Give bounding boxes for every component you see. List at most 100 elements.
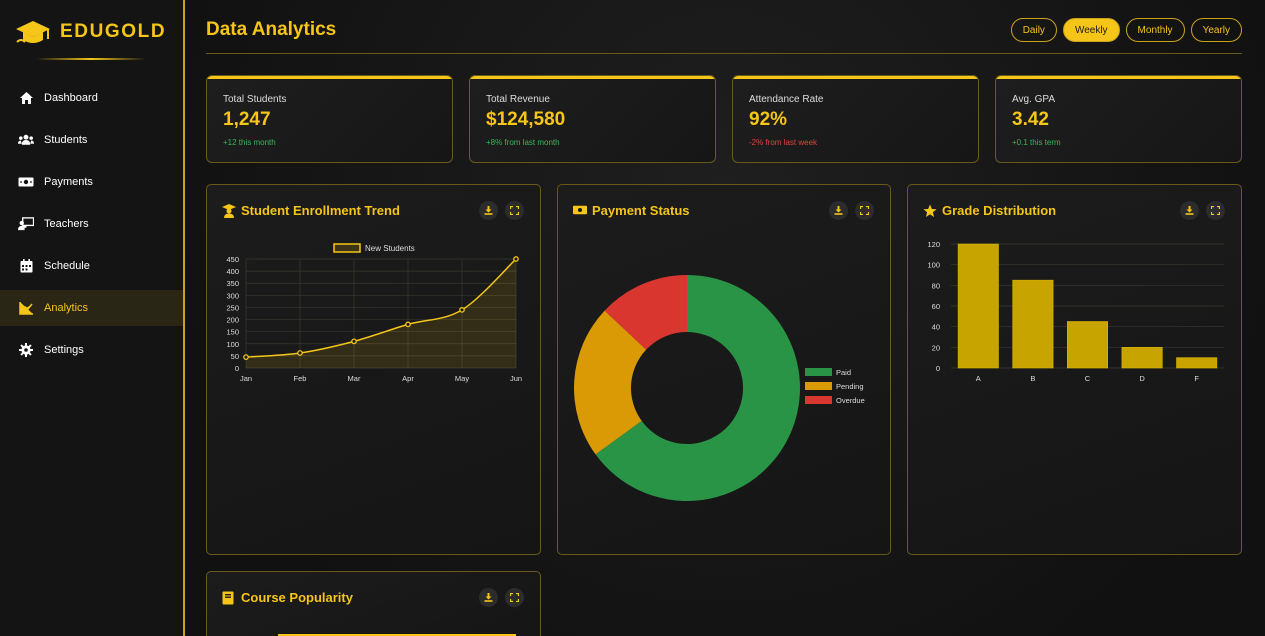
- y-tick-label: 300: [226, 291, 239, 300]
- money-icon: [18, 174, 34, 190]
- sidebar-item-payments[interactable]: Payments: [0, 164, 183, 200]
- sidebar-item-schedule[interactable]: Schedule: [0, 248, 183, 284]
- sidebar-item-dashboard[interactable]: Dashboard: [0, 80, 183, 116]
- teacher-icon: [18, 216, 34, 232]
- sidebar-item-label: Settings: [44, 344, 84, 356]
- data-point: [351, 338, 357, 345]
- x-tick-label: May: [455, 374, 469, 383]
- expand-button[interactable]: [505, 201, 524, 220]
- period-monthly-button[interactable]: Monthly: [1125, 18, 1185, 42]
- stat-card-gpa: Avg. GPA 3.42 +0.1 this term: [995, 75, 1242, 163]
- sidebar-item-students[interactable]: Students: [0, 122, 183, 158]
- download-icon: [1185, 206, 1194, 215]
- stat-change: -2% from last week: [749, 138, 818, 147]
- period-yearly-button[interactable]: Yearly: [1190, 18, 1242, 42]
- sidebar-nav: Dashboard Students Payments Teachers Sch…: [0, 80, 183, 374]
- y-tick-label: 80: [932, 281, 940, 290]
- x-tick-label: Apr: [402, 374, 414, 383]
- x-tick-label: F: [1194, 374, 1199, 383]
- sidebar-item-label: Payments: [44, 176, 93, 188]
- expand-button[interactable]: [1206, 201, 1225, 220]
- grade-distribution-panel: Grade Distribution 0 20 40 60 80 100 120 A B C D F: [907, 184, 1242, 555]
- panel-title: Grade Distribution: [923, 203, 1056, 218]
- enrollment-line-chart: New Students 0 50 100 150 200 250 300 350 400 450 J…: [226, 243, 522, 383]
- bar: [1066, 321, 1109, 369]
- sidebar-item-analytics[interactable]: Analytics: [0, 290, 183, 326]
- data-point: [297, 350, 303, 356]
- payment-status-panel: Payment Status Paid Pending Overdue: [557, 184, 891, 555]
- download-button[interactable]: [1180, 201, 1199, 220]
- pie-slice: [574, 310, 647, 455]
- legend-label: Pending: [836, 382, 864, 391]
- legend-swatch: [333, 243, 361, 253]
- sidebar-item-label: Schedule: [44, 260, 90, 272]
- y-tick-label: 60: [932, 302, 940, 311]
- y-tick-label: 0: [235, 364, 239, 373]
- panel-title-text: Course Popularity: [241, 590, 353, 605]
- y-tick-label: 350: [226, 279, 239, 288]
- pie-slice: [595, 275, 800, 501]
- legend-label: Overdue: [836, 396, 865, 405]
- panel-title-text: Grade Distribution: [942, 203, 1057, 218]
- data-point: [513, 256, 519, 262]
- stat-value: $124,580: [486, 109, 566, 130]
- users-icon: [18, 132, 34, 148]
- panel-title-text: Student Enrollment Trend: [241, 203, 400, 218]
- panel-title: Payment Status: [573, 203, 690, 218]
- stat-change: +12 this month: [223, 138, 276, 147]
- stat-card-attendance: Attendance Rate 92% -2% from last week: [732, 75, 979, 163]
- data-point: [459, 307, 465, 313]
- download-button[interactable]: [479, 201, 498, 220]
- page-title-part1: Data: [206, 19, 248, 40]
- y-tick-label: 50: [231, 352, 239, 361]
- stat-label: Total Students: [223, 94, 287, 105]
- sidebar-item-settings[interactable]: Settings: [0, 332, 183, 368]
- panel-tools: [1180, 201, 1225, 220]
- bar: [957, 243, 999, 369]
- stat-label: Avg. GPA: [1012, 94, 1055, 105]
- sidebar-item-label: Analytics: [44, 302, 89, 314]
- sidebar-item-teachers[interactable]: Teachers: [0, 206, 183, 242]
- payment-donut-chart: Paid Pending Overdue: [574, 275, 865, 501]
- course-bar-top: [278, 634, 516, 636]
- panel-title: Student Enrollment Trend: [222, 203, 400, 218]
- stat-card-students: Total Students 1,247 +12 this month: [206, 75, 453, 163]
- expand-button[interactable]: [855, 201, 874, 220]
- expand-icon: [1211, 206, 1220, 215]
- download-button[interactable]: [829, 201, 848, 220]
- sidebar-item-label: Students: [44, 134, 88, 146]
- series-line: [245, 258, 517, 358]
- stat-value: 1,247: [223, 109, 271, 130]
- page-title-part2: Analytics: [247, 19, 337, 40]
- panel-tools: [479, 201, 524, 220]
- sidebar-item-label: Teachers: [44, 218, 89, 230]
- brand-divider: [36, 58, 146, 60]
- star-icon: [923, 204, 937, 218]
- stat-card-revenue: Total Revenue $124,580 +8% from last mon…: [469, 75, 716, 163]
- page-title: Data Analytics: [206, 19, 336, 41]
- period-daily-button[interactable]: Daily: [1010, 18, 1057, 42]
- sidebar: EDUGOLD Dashboard Students Payments Tea: [0, 0, 185, 636]
- header-divider: [206, 53, 1242, 54]
- series-area: [246, 259, 516, 368]
- panel-tools: [829, 201, 874, 220]
- download-button[interactable]: [479, 588, 498, 607]
- y-tick-label: 120: [927, 240, 940, 249]
- period-weekly-button[interactable]: Weekly: [1062, 18, 1120, 42]
- grade-bar-chart: 0 20 40 60 80 100 120 A B C D F: [927, 240, 1224, 383]
- x-tick-label: D: [1139, 374, 1145, 383]
- panel-tools: [479, 588, 524, 607]
- bar: [1121, 347, 1163, 369]
- main-content: Data Analytics Daily Weekly Monthly Year…: [186, 0, 1265, 636]
- brand[interactable]: EDUGOLD: [15, 18, 166, 46]
- y-tick-label: 450: [226, 255, 239, 264]
- gear-icon: [18, 342, 34, 358]
- expand-icon: [510, 206, 519, 215]
- brand-name: EDUGOLD: [60, 21, 167, 42]
- legend-swatch: [805, 368, 832, 376]
- download-icon: [834, 206, 843, 215]
- x-tick-label: C: [1085, 374, 1091, 383]
- panel-title-text: Payment Status: [592, 203, 690, 218]
- enrollment-trend-panel: Student Enrollment Trend New Students 0 50…: [206, 184, 541, 555]
- expand-button[interactable]: [505, 588, 524, 607]
